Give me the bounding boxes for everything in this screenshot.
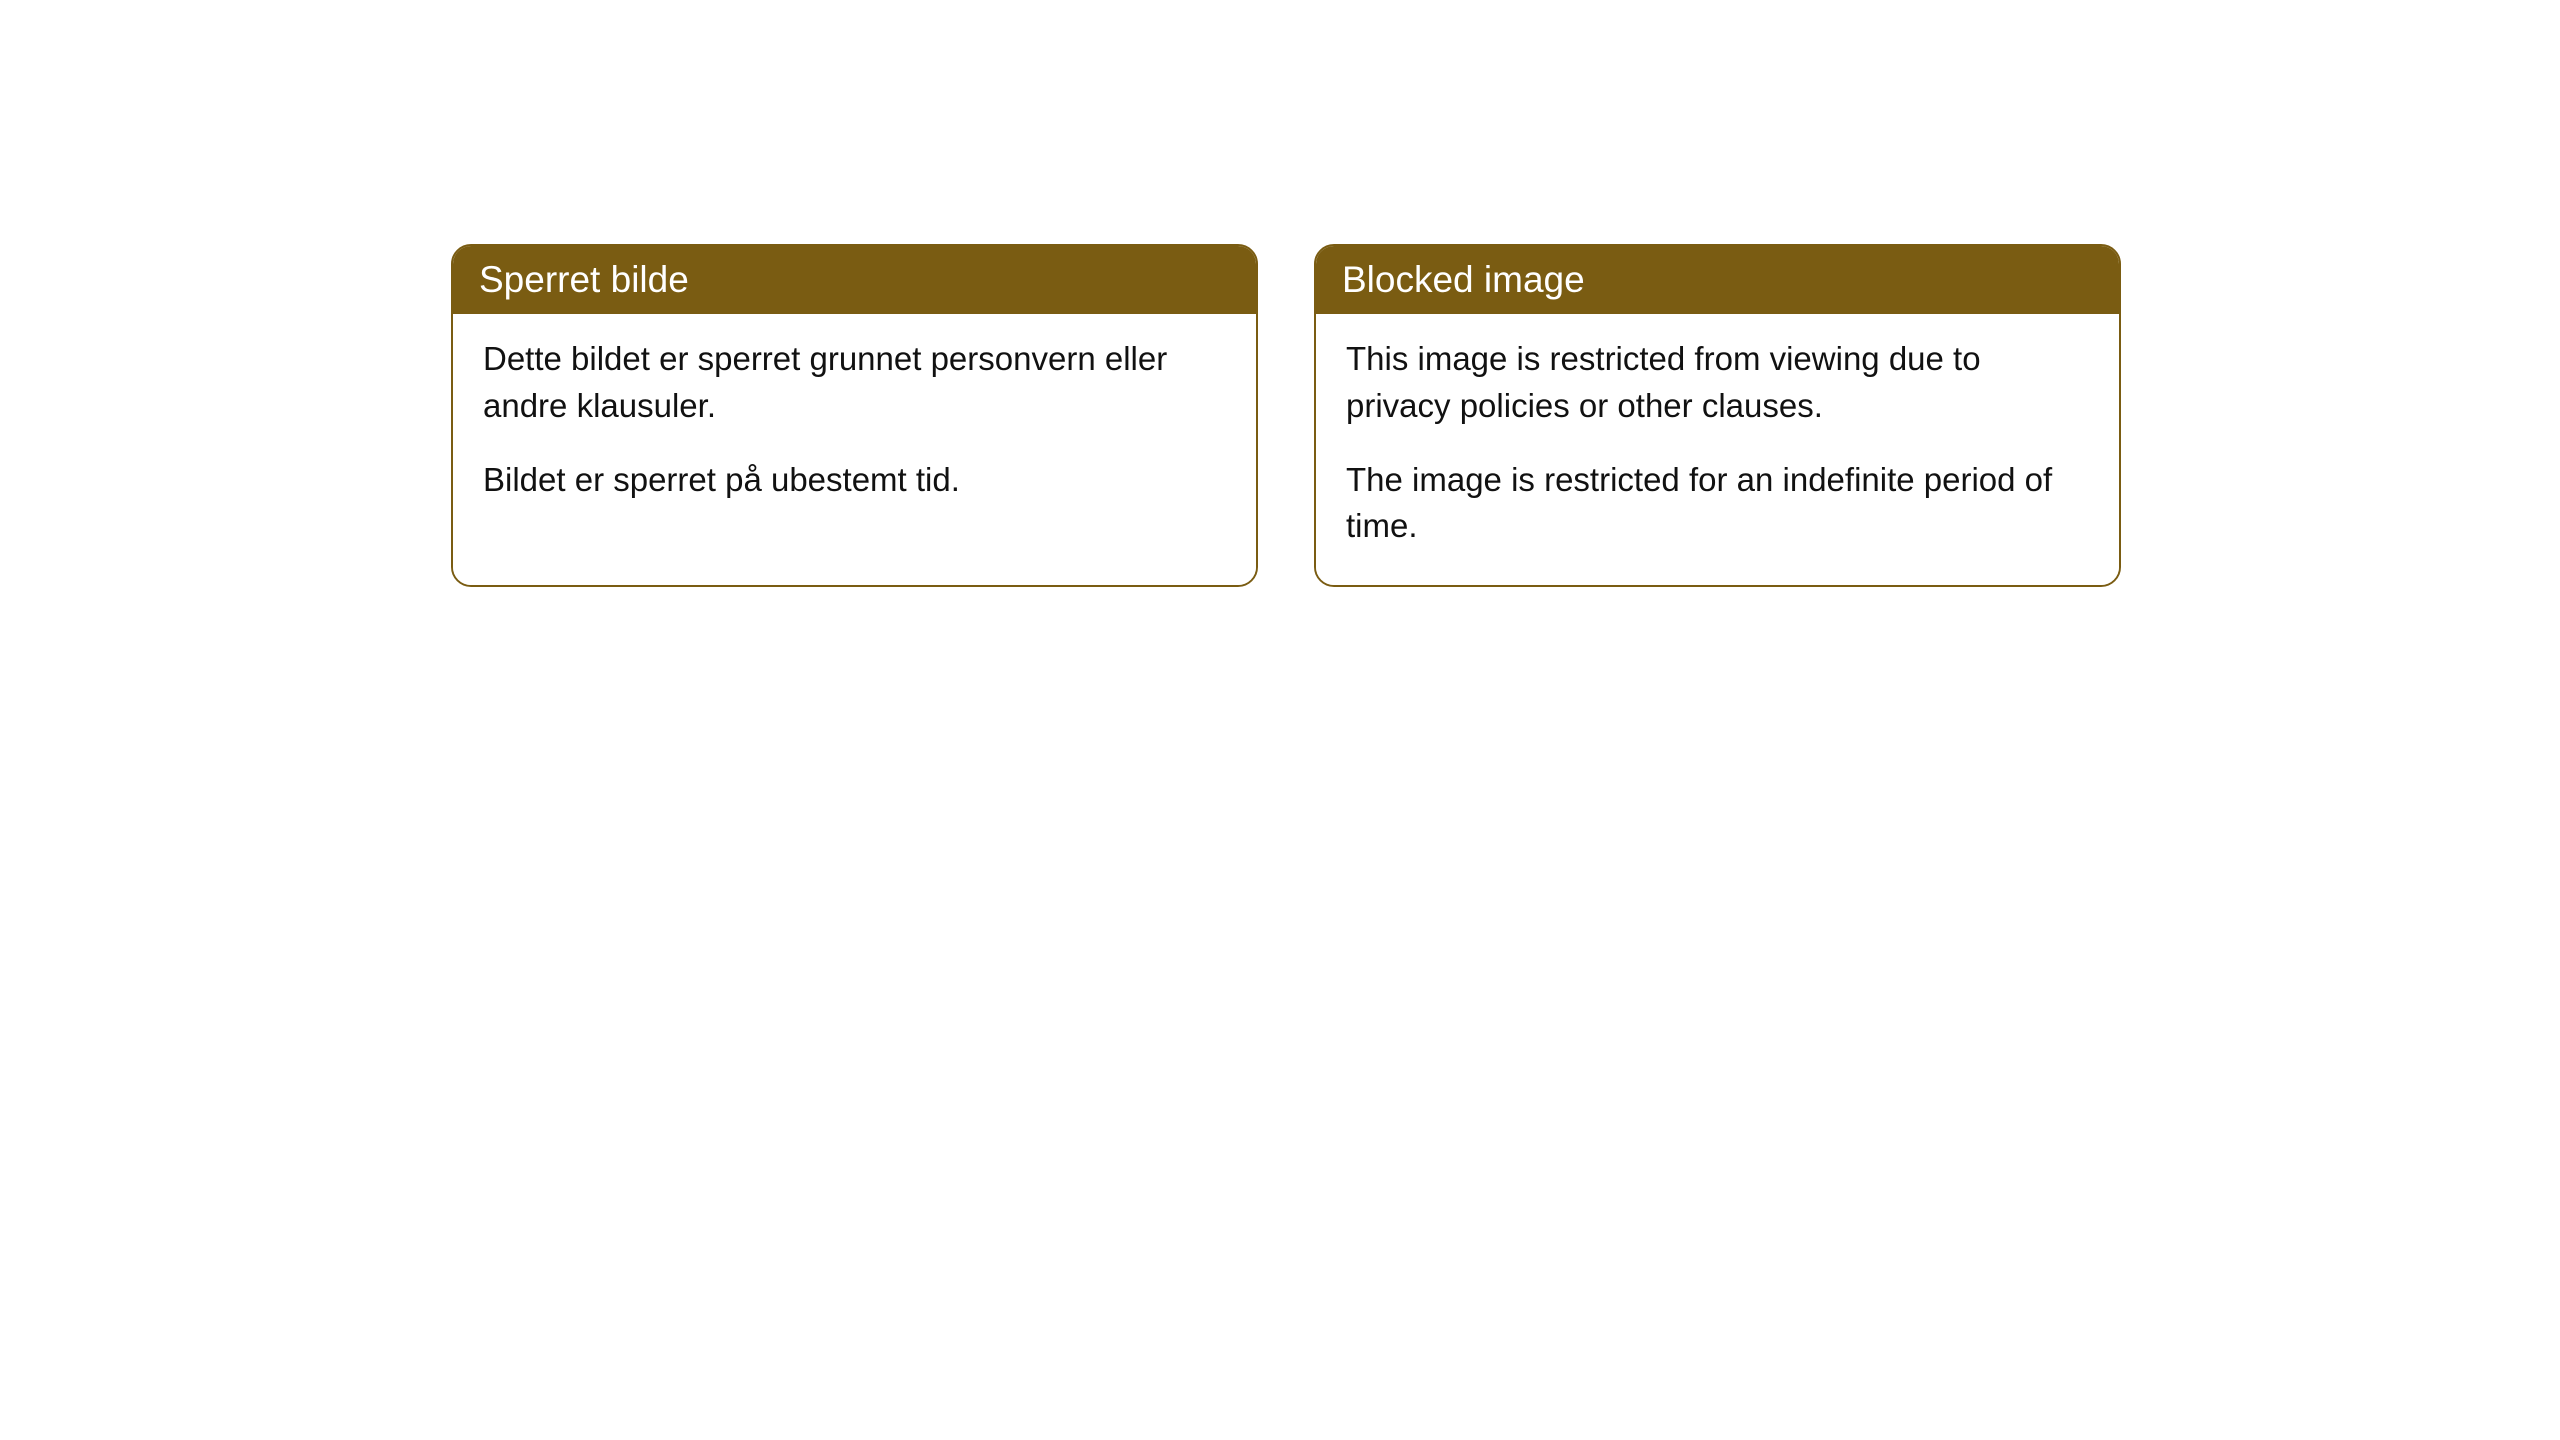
card-body: This image is restricted from viewing du… [1316,314,2119,585]
card-body: Dette bildet er sperret grunnet personve… [453,314,1256,585]
card-header: Sperret bilde [453,246,1256,314]
card-paragraph: The image is restricted for an indefinit… [1346,457,2089,549]
card-header: Blocked image [1316,246,2119,314]
card-paragraph: Bildet er sperret på ubestemt tid. [483,457,1226,503]
card-english: Blocked image This image is restricted f… [1314,244,2121,587]
cards-container: Sperret bilde Dette bildet er sperret gr… [451,244,2560,587]
card-paragraph: Dette bildet er sperret grunnet personve… [483,336,1226,428]
card-norwegian: Sperret bilde Dette bildet er sperret gr… [451,244,1258,587]
card-paragraph: This image is restricted from viewing du… [1346,336,2089,428]
